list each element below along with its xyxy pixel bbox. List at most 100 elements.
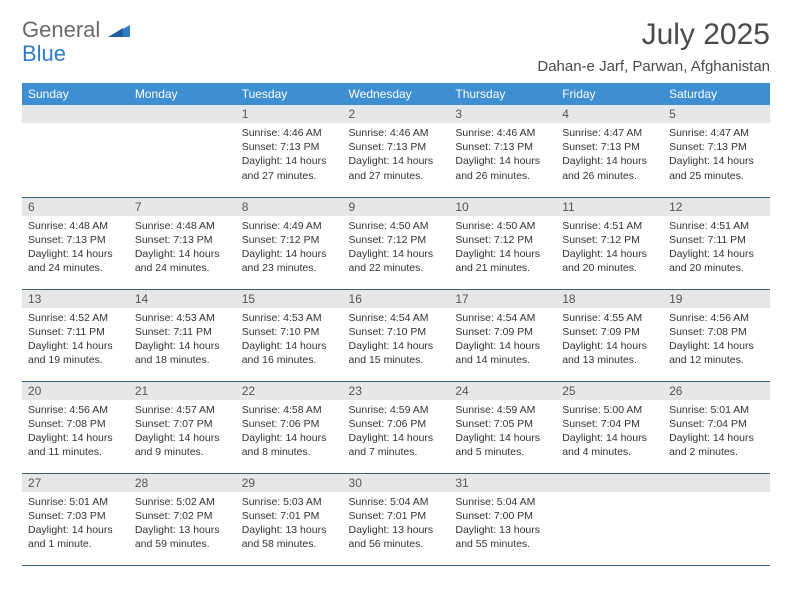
calendar-cell: 24Sunrise: 4:59 AMSunset: 7:05 PMDayligh… (449, 381, 556, 473)
day-number: 6 (22, 198, 129, 216)
day-number: 7 (129, 198, 236, 216)
day-details: Sunrise: 4:46 AMSunset: 7:13 PMDaylight:… (343, 123, 450, 187)
sunrise-line: Sunrise: 4:46 AM (349, 126, 444, 140)
sunset-line: Sunset: 7:13 PM (349, 140, 444, 154)
day-details: Sunrise: 5:00 AMSunset: 7:04 PMDaylight:… (556, 400, 663, 464)
brand-text-general: General (22, 17, 100, 42)
sunrise-line: Sunrise: 4:56 AM (669, 311, 764, 325)
daylight-line: Daylight: 14 hours and 11 minutes. (28, 431, 123, 459)
day-number: 4 (556, 105, 663, 123)
sunset-line: Sunset: 7:09 PM (455, 325, 550, 339)
day-number: 13 (22, 290, 129, 308)
sunrise-line: Sunrise: 4:46 AM (242, 126, 337, 140)
sunset-line: Sunset: 7:13 PM (242, 140, 337, 154)
empty-day (129, 105, 236, 123)
daylight-line: Daylight: 14 hours and 24 minutes. (28, 247, 123, 275)
day-number: 31 (449, 474, 556, 492)
day-header: Sunday (22, 83, 129, 105)
calendar-cell: 25Sunrise: 5:00 AMSunset: 7:04 PMDayligh… (556, 381, 663, 473)
day-details: Sunrise: 4:52 AMSunset: 7:11 PMDaylight:… (22, 308, 129, 372)
sunrise-line: Sunrise: 4:55 AM (562, 311, 657, 325)
sunrise-line: Sunrise: 4:54 AM (455, 311, 550, 325)
calendar-cell: 2Sunrise: 4:46 AMSunset: 7:13 PMDaylight… (343, 105, 450, 197)
sunset-line: Sunset: 7:05 PM (455, 417, 550, 431)
sunrise-line: Sunrise: 5:03 AM (242, 495, 337, 509)
sunset-line: Sunset: 7:09 PM (562, 325, 657, 339)
day-details: Sunrise: 4:55 AMSunset: 7:09 PMDaylight:… (556, 308, 663, 372)
calendar-body: 1Sunrise: 4:46 AMSunset: 7:13 PMDaylight… (22, 105, 770, 565)
day-number: 15 (236, 290, 343, 308)
day-details: Sunrise: 4:50 AMSunset: 7:12 PMDaylight:… (449, 216, 556, 280)
empty-day (22, 105, 129, 123)
day-number: 11 (556, 198, 663, 216)
day-header-row: SundayMondayTuesdayWednesdayThursdayFrid… (22, 83, 770, 105)
daylight-line: Daylight: 14 hours and 14 minutes. (455, 339, 550, 367)
day-number: 23 (343, 382, 450, 400)
day-number: 24 (449, 382, 556, 400)
day-details: Sunrise: 5:03 AMSunset: 7:01 PMDaylight:… (236, 492, 343, 556)
calendar-cell: 21Sunrise: 4:57 AMSunset: 7:07 PMDayligh… (129, 381, 236, 473)
sunset-line: Sunset: 7:03 PM (28, 509, 123, 523)
day-number: 1 (236, 105, 343, 123)
day-number: 30 (343, 474, 450, 492)
day-details: Sunrise: 4:50 AMSunset: 7:12 PMDaylight:… (343, 216, 450, 280)
daylight-line: Daylight: 14 hours and 8 minutes. (242, 431, 337, 459)
calendar-row: 6Sunrise: 4:48 AMSunset: 7:13 PMDaylight… (22, 197, 770, 289)
sunrise-line: Sunrise: 4:56 AM (28, 403, 123, 417)
sunrise-line: Sunrise: 4:47 AM (562, 126, 657, 140)
day-details: Sunrise: 5:04 AMSunset: 7:00 PMDaylight:… (449, 492, 556, 556)
day-header: Friday (556, 83, 663, 105)
calendar-row: 27Sunrise: 5:01 AMSunset: 7:03 PMDayligh… (22, 473, 770, 565)
day-details: Sunrise: 4:58 AMSunset: 7:06 PMDaylight:… (236, 400, 343, 464)
sunset-line: Sunset: 7:10 PM (349, 325, 444, 339)
daylight-line: Daylight: 13 hours and 55 minutes. (455, 523, 550, 551)
sunrise-line: Sunrise: 4:51 AM (562, 219, 657, 233)
day-details: Sunrise: 4:51 AMSunset: 7:11 PMDaylight:… (663, 216, 770, 280)
location-text: Dahan-e Jarf, Parwan, Afghanistan (537, 58, 770, 75)
sunset-line: Sunset: 7:12 PM (242, 233, 337, 247)
calendar-cell (663, 473, 770, 565)
sunrise-line: Sunrise: 4:46 AM (455, 126, 550, 140)
sunrise-line: Sunrise: 4:54 AM (349, 311, 444, 325)
daylight-line: Daylight: 14 hours and 25 minutes. (669, 154, 764, 182)
calendar-cell: 23Sunrise: 4:59 AMSunset: 7:06 PMDayligh… (343, 381, 450, 473)
sunset-line: Sunset: 7:06 PM (349, 417, 444, 431)
calendar-table: SundayMondayTuesdayWednesdayThursdayFrid… (22, 83, 770, 566)
day-details: Sunrise: 4:46 AMSunset: 7:13 PMDaylight:… (236, 123, 343, 187)
daylight-line: Daylight: 13 hours and 59 minutes. (135, 523, 230, 551)
daylight-line: Daylight: 14 hours and 2 minutes. (669, 431, 764, 459)
day-details: Sunrise: 4:47 AMSunset: 7:13 PMDaylight:… (556, 123, 663, 187)
sunset-line: Sunset: 7:08 PM (669, 325, 764, 339)
calendar-cell (129, 105, 236, 197)
daylight-line: Daylight: 14 hours and 27 minutes. (242, 154, 337, 182)
sunset-line: Sunset: 7:10 PM (242, 325, 337, 339)
daylight-line: Daylight: 14 hours and 9 minutes. (135, 431, 230, 459)
daylight-line: Daylight: 14 hours and 5 minutes. (455, 431, 550, 459)
day-header: Wednesday (343, 83, 450, 105)
sunrise-line: Sunrise: 4:47 AM (669, 126, 764, 140)
sunset-line: Sunset: 7:11 PM (669, 233, 764, 247)
day-number: 17 (449, 290, 556, 308)
daylight-line: Daylight: 14 hours and 1 minute. (28, 523, 123, 551)
daylight-line: Daylight: 14 hours and 12 minutes. (669, 339, 764, 367)
daylight-line: Daylight: 14 hours and 24 minutes. (135, 247, 230, 275)
sunset-line: Sunset: 7:01 PM (242, 509, 337, 523)
calendar-row: 13Sunrise: 4:52 AMSunset: 7:11 PMDayligh… (22, 289, 770, 381)
calendar-cell: 20Sunrise: 4:56 AMSunset: 7:08 PMDayligh… (22, 381, 129, 473)
calendar-cell (556, 473, 663, 565)
day-number: 28 (129, 474, 236, 492)
calendar-cell: 7Sunrise: 4:48 AMSunset: 7:13 PMDaylight… (129, 197, 236, 289)
daylight-line: Daylight: 14 hours and 18 minutes. (135, 339, 230, 367)
calendar-cell: 6Sunrise: 4:48 AMSunset: 7:13 PMDaylight… (22, 197, 129, 289)
sunset-line: Sunset: 7:13 PM (562, 140, 657, 154)
day-details: Sunrise: 4:54 AMSunset: 7:09 PMDaylight:… (449, 308, 556, 372)
daylight-line: Daylight: 14 hours and 23 minutes. (242, 247, 337, 275)
day-details: Sunrise: 4:48 AMSunset: 7:13 PMDaylight:… (22, 216, 129, 280)
day-number: 10 (449, 198, 556, 216)
calendar-cell: 19Sunrise: 4:56 AMSunset: 7:08 PMDayligh… (663, 289, 770, 381)
day-number: 18 (556, 290, 663, 308)
sunset-line: Sunset: 7:04 PM (669, 417, 764, 431)
day-number: 25 (556, 382, 663, 400)
sunrise-line: Sunrise: 5:01 AM (669, 403, 764, 417)
day-details: Sunrise: 4:51 AMSunset: 7:12 PMDaylight:… (556, 216, 663, 280)
